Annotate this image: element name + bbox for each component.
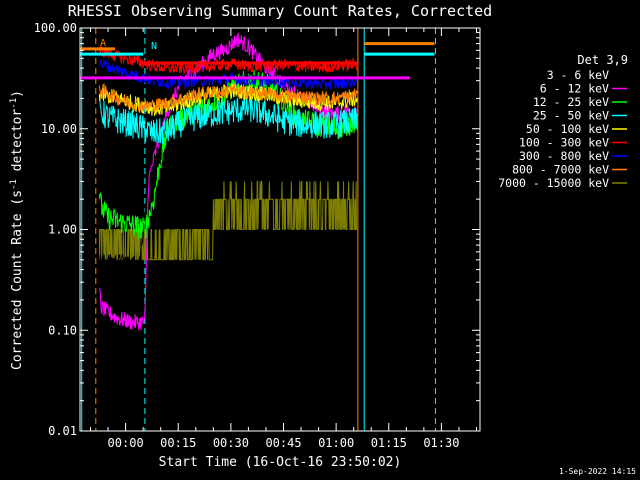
series-100-300kev	[98, 45, 358, 76]
series-7000-15000-kev	[98, 180, 358, 261]
legend-entry-label: 12 - 25 keV	[533, 95, 609, 109]
x-tick-label: 01:30	[423, 436, 459, 450]
x-tick-label: 00:00	[108, 436, 144, 450]
flag-label-n: N	[151, 41, 157, 52]
legend-entry-label: 50 - 100 keV	[526, 122, 609, 136]
y-tick-label: 0.10	[48, 323, 77, 337]
x-axis-label: Start Time (16-Oct-16 23:50:02)	[159, 455, 402, 470]
y-tick-label: 10.00	[41, 122, 77, 136]
legend-entry-label: 25 - 50 keV	[533, 109, 609, 123]
legend-entry-label: 100 - 300 keV	[519, 136, 609, 150]
legend-entry-label: 300 - 800 keV	[519, 149, 609, 163]
y-tick-label: 1.00	[48, 223, 77, 237]
y-axis-label-sup2: -1	[9, 98, 19, 109]
x-tick-label: 01:00	[318, 436, 354, 450]
y-axis: 100.00 10.00 1.00 0.10 0.01	[34, 21, 480, 438]
x-axis: 00:00 00:15 00:30 00:45 01:00 01:15 01:30	[90, 28, 477, 450]
y-axis-label-main: Corrected Count Rate (s	[10, 190, 25, 370]
y-tick-label: 100.00	[34, 21, 77, 35]
x-tick-label: 00:15	[160, 436, 196, 450]
x-tick-label: 01:15	[371, 436, 407, 450]
y-tick-label: 0.01	[48, 424, 77, 438]
x-tick-label: 00:45	[265, 436, 301, 450]
data-layer	[80, 28, 436, 431]
legend-entry-label: 6 - 12 keV	[540, 82, 609, 96]
legend-entry-label: 3 - 6 keV	[547, 68, 609, 82]
series-800-7000kev	[98, 83, 358, 114]
legend-header: Det 3,9	[577, 53, 628, 67]
footer-timestamp: 1-Sep-2022 14:15	[559, 467, 636, 476]
y-axis-label-sup1: -1	[9, 179, 19, 190]
chart-title: RHESSI Observing Summary Count Rates, Co…	[68, 2, 492, 20]
x-tick-label: 00:30	[213, 436, 249, 450]
y-axis-label-mid: detector	[10, 109, 25, 180]
series-25-50kev	[98, 95, 358, 145]
legend-entry-label: 800 - 7000 keV	[512, 163, 609, 177]
y-axis-label: Corrected Count Rate (s-1 detector-1)	[9, 90, 25, 370]
legend-entry-label: 7000 - 15000 keV	[498, 176, 609, 190]
flag-label-a: A	[100, 38, 106, 49]
y-axis-label-end: )	[10, 90, 25, 98]
